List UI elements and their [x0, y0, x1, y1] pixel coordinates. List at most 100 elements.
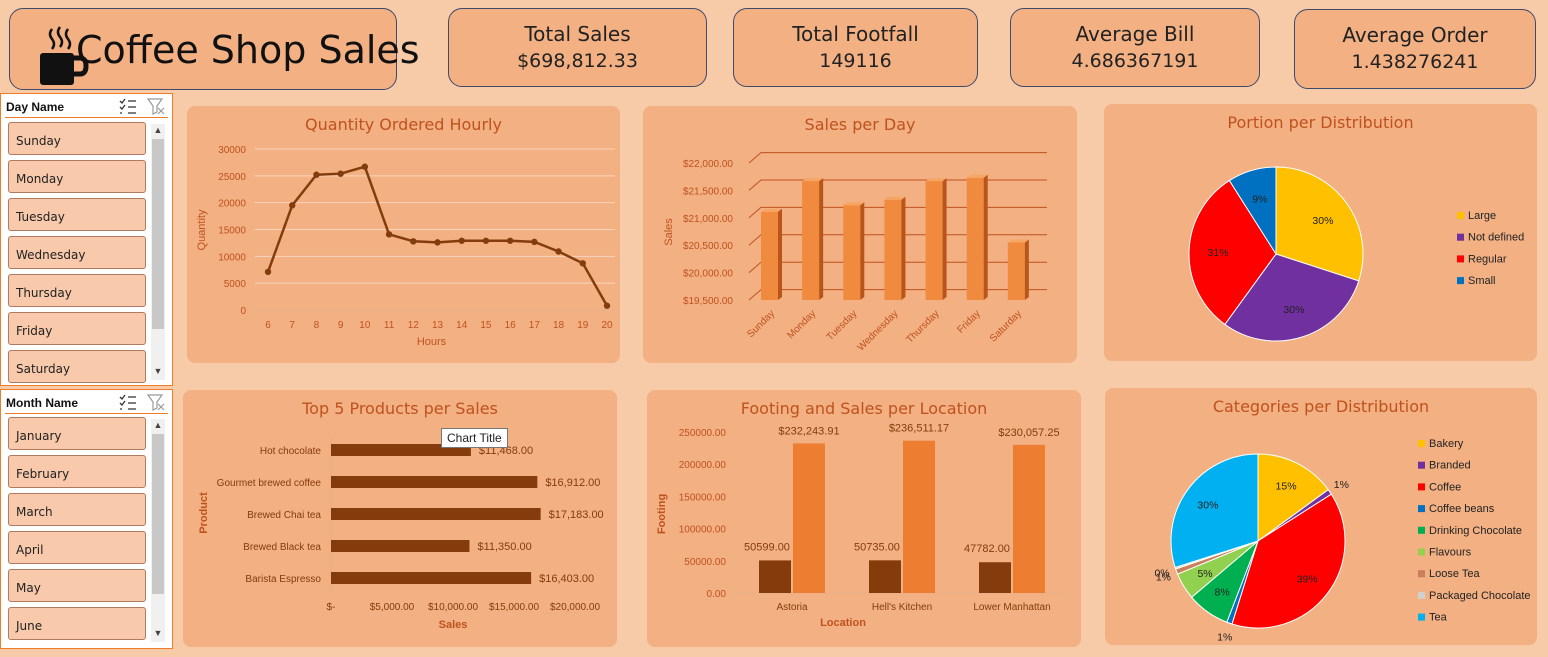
chart-title: Footing and Sales per Location	[740, 399, 988, 418]
categories-distribution-chart: Categories per Distribution 15% 1% 39% 1% 8%…	[1105, 388, 1537, 645]
bar-side	[860, 202, 865, 300]
slicer-item-wednesday[interactable]: Wednesday	[8, 236, 146, 269]
slicer-item-saturday[interactable]: Saturday	[8, 350, 146, 383]
kpi-total-footfall: Total Footfall 149116	[733, 8, 978, 87]
data-point	[434, 239, 441, 246]
x-tick-label: Monday	[785, 308, 818, 341]
y-tick-label: 150000.00	[679, 492, 727, 503]
data-label: 15%	[1276, 481, 1297, 493]
data-label: 47782.00	[964, 543, 1010, 555]
x-tick-label: $-	[327, 602, 336, 613]
data-label: 9%	[1252, 193, 1267, 205]
scroll-down-icon[interactable]: ▼	[153, 366, 163, 376]
slicer-item-friday[interactable]: Friday	[8, 312, 146, 345]
scroll-up-icon[interactable]: ▲	[153, 125, 163, 135]
x-tick-label: 12	[408, 320, 420, 331]
slicer-item-sunday[interactable]: Sunday	[8, 122, 146, 155]
data-label: $11,350.00	[477, 541, 531, 553]
data-label: 50735.00	[854, 541, 900, 553]
slicer-item-april[interactable]: April	[8, 531, 146, 564]
legend-swatch	[1418, 591, 1425, 599]
legend-label: Bakery	[1429, 438, 1464, 450]
scrollbar-thumb[interactable]	[152, 139, 164, 329]
legend-label: Branded	[1429, 460, 1471, 472]
slicer-item-january[interactable]: January	[8, 417, 146, 450]
bar-top	[1007, 239, 1029, 243]
multi-select-icon[interactable]	[118, 97, 138, 115]
y-tick-label: Gourmet brewed coffee	[217, 478, 322, 489]
kpi-value: 1.438276241	[1351, 51, 1479, 73]
slicer-item-may[interactable]: May	[8, 569, 146, 602]
data-label: 5%	[1197, 568, 1212, 580]
x-tick-label: 19	[577, 320, 589, 331]
bar	[925, 181, 943, 300]
legend-label: Loose Tea	[1429, 568, 1480, 580]
y-tick-label: 50000.00	[684, 557, 726, 568]
bar	[761, 211, 778, 300]
bar-top	[843, 202, 865, 206]
gridline	[748, 179, 1047, 191]
legend-swatch	[1457, 255, 1464, 263]
data-point	[385, 231, 393, 238]
x-tick-label: 7	[289, 320, 295, 331]
data-label: $16,403.00	[539, 573, 594, 585]
clear-filter-icon[interactable]	[146, 97, 166, 115]
y-axis-title: Sales	[663, 218, 675, 246]
legend-swatch	[1418, 483, 1425, 491]
x-tick-label: 16	[505, 320, 517, 331]
scrollbar-thumb[interactable]	[152, 434, 164, 594]
scroll-down-icon[interactable]: ▼	[153, 628, 163, 638]
day-name-slicer: Day Name Sunday Monday Tuesday Wednesday…	[0, 93, 173, 386]
data-point	[337, 170, 344, 177]
data-label: 8%	[1215, 587, 1230, 599]
pie-slice	[1257, 453, 1329, 542]
data-point	[579, 260, 586, 267]
legend-swatch	[1418, 461, 1425, 469]
x-axis-title: Hours	[417, 336, 447, 348]
portion-distribution-chart: Portion per Distribution 30% 30% 31% 9% Larg…	[1104, 104, 1537, 361]
x-tick-label: 11	[384, 320, 395, 331]
y-tick-label: $21,500.00	[683, 186, 733, 197]
bar	[869, 560, 901, 593]
slicer-item-june[interactable]: June	[8, 607, 146, 640]
x-tick-label: 14	[456, 320, 468, 331]
bar	[759, 560, 791, 593]
legend-swatch	[1457, 212, 1464, 219]
x-tick-label: $10,000.00	[428, 602, 478, 613]
data-label: 1%	[1334, 479, 1349, 491]
clear-filter-icon[interactable]	[146, 393, 166, 411]
x-tick-label: 17	[529, 320, 541, 331]
legend-label: Coffee beans	[1429, 503, 1495, 515]
kpi-label: Total Sales	[524, 22, 631, 46]
x-tick-label: 10	[359, 320, 371, 331]
slicer-item-march[interactable]: March	[8, 493, 146, 526]
bar-top	[925, 178, 947, 182]
slicer-item-february[interactable]: February	[8, 455, 146, 488]
legend-label: Drinking Chocolate	[1429, 525, 1522, 537]
slicer-item-monday[interactable]: Monday	[8, 160, 146, 193]
slicer-title: Day Name	[6, 100, 65, 114]
y-tick-label: 25000	[218, 172, 246, 183]
x-tick-label: 6	[265, 320, 271, 331]
x-tick-label: Wednesday	[856, 308, 901, 353]
data-label: 50599.00	[744, 541, 790, 553]
slicer-divider	[5, 413, 168, 414]
kpi-average-bill: Average Bill 4.686367191	[1010, 8, 1260, 87]
kpi-label: Average Order	[1342, 23, 1488, 47]
x-tick-label: Saturday	[988, 308, 1024, 344]
data-label: $17,183.00	[549, 509, 604, 521]
multi-select-icon[interactable]	[118, 393, 138, 411]
data-label: 1%	[1217, 631, 1232, 643]
chart-title: Sales per Day	[804, 115, 916, 134]
scroll-up-icon[interactable]: ▲	[153, 420, 163, 430]
bar	[903, 440, 935, 593]
y-tick-label: 20000	[218, 199, 246, 210]
x-tick-label: $15,000.00	[489, 602, 539, 613]
data-label: $232,243.91	[778, 425, 839, 437]
bar-side	[983, 174, 988, 300]
legend-swatch	[1457, 277, 1464, 285]
legend-label: Coffee	[1429, 481, 1461, 493]
slicer-item-tuesday[interactable]: Tuesday	[8, 198, 146, 231]
slicer-item-thursday[interactable]: Thursday	[8, 274, 146, 307]
y-axis-title: Product	[198, 492, 210, 534]
